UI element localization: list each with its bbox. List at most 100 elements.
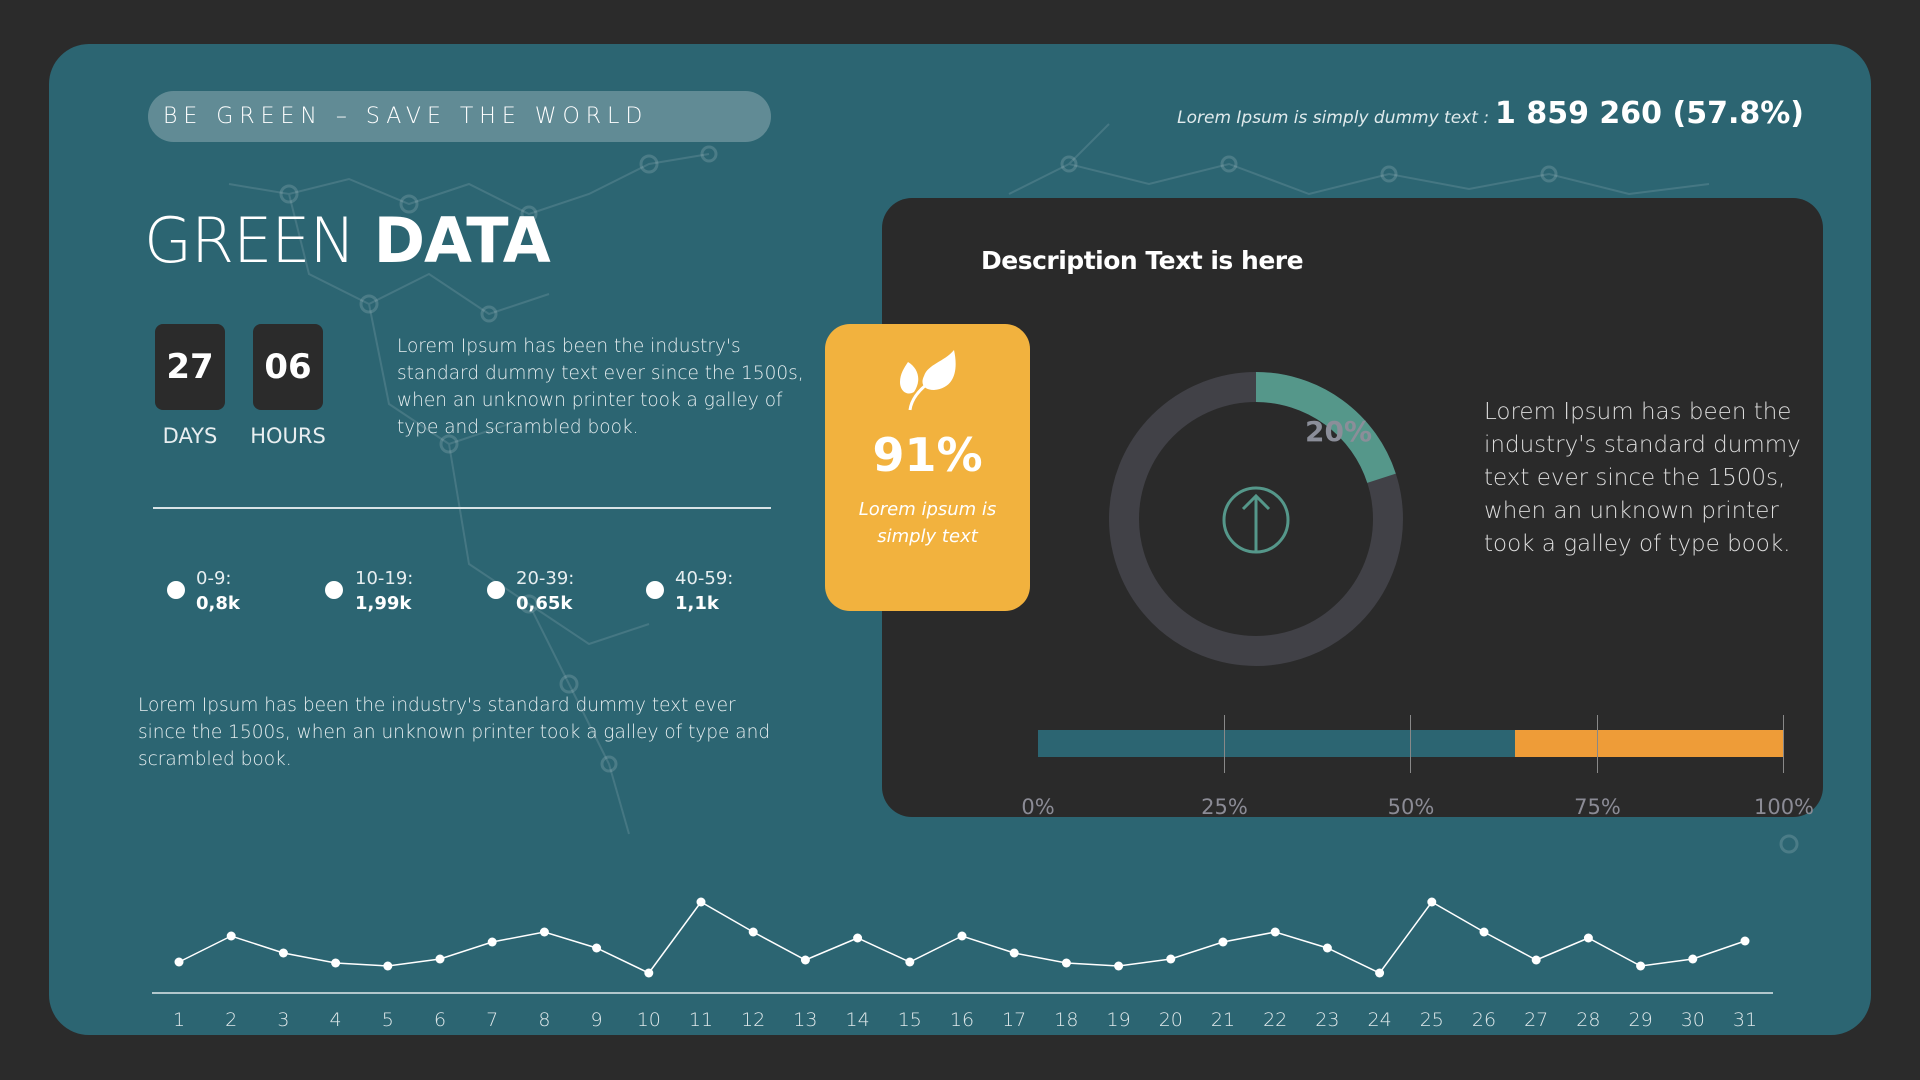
- progress-tick-label: 50%: [1387, 795, 1435, 819]
- data-point: [1583, 933, 1593, 943]
- panel-text: Lorem Ipsum has been the industry's stan…: [1484, 399, 1801, 557]
- legend-item: 40-59: 1,1k: [675, 568, 734, 614]
- data-point: [331, 958, 341, 968]
- x-tick-label: 27: [1524, 1009, 1548, 1031]
- progress-axis: 0% 25% 50% 75% 100%: [1021, 715, 1814, 835]
- data-point: [592, 943, 602, 953]
- leaves-icon: [899, 350, 956, 411]
- data-point: [383, 961, 393, 971]
- x-tick-label: 9: [591, 1009, 603, 1031]
- data-point: [435, 954, 445, 964]
- data-point: [1322, 943, 1332, 953]
- title-light: GREEN: [144, 204, 356, 277]
- divider: [153, 507, 771, 509]
- x-tick-label: 12: [741, 1009, 765, 1031]
- data-point: [278, 948, 288, 958]
- x-tick-label: 17: [1002, 1009, 1026, 1031]
- x-tick-label: 13: [793, 1009, 817, 1031]
- progress-tick-label: 100%: [1753, 795, 1815, 819]
- data-point: [226, 931, 236, 941]
- x-tick-label: 24: [1368, 1009, 1392, 1031]
- data-point: [1636, 961, 1646, 971]
- progress-tick: [1596, 715, 1598, 773]
- x-tick-label: 4: [330, 1009, 342, 1031]
- x-tick-label: 22: [1263, 1009, 1287, 1031]
- x-tick-label: 6: [434, 1009, 446, 1031]
- donut-label: 20%: [1305, 415, 1372, 448]
- progress-tick-label: 0%: [1021, 795, 1055, 819]
- progress-bar: [1038, 730, 1784, 757]
- line-chart: 1 2 3 4 5 6 7 8 9 10 11 12 13 14 15 16 17 18 19 20 21 22 23 24 2…: [152, 897, 1773, 1031]
- page-title: GREEN DATA: [144, 204, 551, 277]
- legend-dot: [646, 581, 664, 599]
- donut-fill: [1255, 372, 1396, 484]
- highlight-caption: Lorem ipsum is simply text: [858, 499, 997, 547]
- data-point: [539, 927, 549, 937]
- dashboard-card: BE GREEN – SAVE THE WORLD Lorem Ipsum is…: [49, 44, 1871, 1035]
- progress-fill: [1038, 730, 1516, 757]
- x-tick-label: 15: [898, 1009, 922, 1031]
- data-point: [853, 933, 863, 943]
- data-point: [487, 937, 497, 947]
- data-point: [644, 968, 654, 978]
- data-point: [1061, 958, 1071, 968]
- data-point: [1009, 948, 1019, 958]
- data-point: [1427, 897, 1437, 907]
- legend-item: 10-19: 1,99k: [355, 568, 414, 614]
- x-tick-label: 7: [486, 1009, 498, 1031]
- tagline-pill: BE GREEN – SAVE THE WORLD: [148, 91, 771, 142]
- legend-dot: [325, 581, 343, 599]
- progress-tick: [1410, 715, 1411, 773]
- highlight-card: 91% Lorem ipsum is simply text: [825, 324, 1030, 611]
- data-point: [800, 955, 810, 965]
- progress-tick: [1223, 715, 1225, 773]
- days-box: 27: [155, 324, 225, 410]
- donut-chart: 20%: [1109, 372, 1403, 666]
- legend-dot: [167, 581, 185, 599]
- progress-rest: [1515, 730, 1784, 757]
- top-stat: Lorem Ipsum is simply dummy text :1 859 …: [1177, 96, 1804, 131]
- x-tick-label: 29: [1629, 1009, 1653, 1031]
- data-point: [1166, 954, 1176, 964]
- legend-dot: [487, 581, 505, 599]
- x-tick-label: 8: [538, 1009, 550, 1031]
- data-point: [1531, 955, 1541, 965]
- x-tick-label: 30: [1681, 1009, 1705, 1031]
- x-tick-label: 25: [1420, 1009, 1444, 1031]
- x-tick-label: 28: [1576, 1009, 1600, 1031]
- top-stat-value: 1 859 260 (57.8%): [1495, 96, 1804, 131]
- x-tick-label: 26: [1472, 1009, 1496, 1031]
- network-background: [228, 123, 1799, 854]
- title-bold: DATA: [373, 204, 551, 277]
- data-point: [1270, 927, 1280, 937]
- x-tick-label: 3: [277, 1009, 289, 1031]
- x-tick-label: 16: [950, 1009, 974, 1031]
- data-point: [1740, 936, 1750, 946]
- x-tick-label: 21: [1211, 1009, 1235, 1031]
- data-point: [174, 957, 184, 967]
- x-tick-label: 5: [382, 1009, 394, 1031]
- progress-tick: [1783, 715, 1784, 773]
- x-tick-label: 1: [173, 1009, 185, 1031]
- legend-item: 0-9: 0,8k: [196, 568, 240, 614]
- x-tick-label: 18: [1054, 1009, 1078, 1031]
- x-tick-label: 10: [637, 1009, 661, 1031]
- data-point: [957, 931, 967, 941]
- description-panel: Description Text is here 91% Lorem ipsum…: [825, 198, 1823, 819]
- data-point: [696, 897, 706, 907]
- data-point: [1688, 954, 1698, 964]
- panel-title: Description Text is here: [981, 246, 1304, 275]
- top-stat-label: Lorem Ipsum is simply dummy text :: [1177, 108, 1490, 128]
- x-tick-label: 19: [1107, 1009, 1131, 1031]
- x-tick-label: 31: [1733, 1009, 1757, 1031]
- hours-label: HOURS: [250, 424, 326, 448]
- days-label: DAYS: [162, 424, 218, 448]
- data-point: [1114, 961, 1124, 971]
- x-tick-label: 20: [1159, 1009, 1183, 1031]
- bottom-text: Lorem Ipsum has been the industry's stan…: [138, 695, 771, 770]
- x-tick-label: 11: [689, 1009, 713, 1031]
- data-point: [748, 927, 758, 937]
- highlight-value: 91%: [872, 428, 983, 482]
- x-tick-label: 23: [1315, 1009, 1339, 1031]
- progress-tick-label: 25%: [1201, 795, 1248, 819]
